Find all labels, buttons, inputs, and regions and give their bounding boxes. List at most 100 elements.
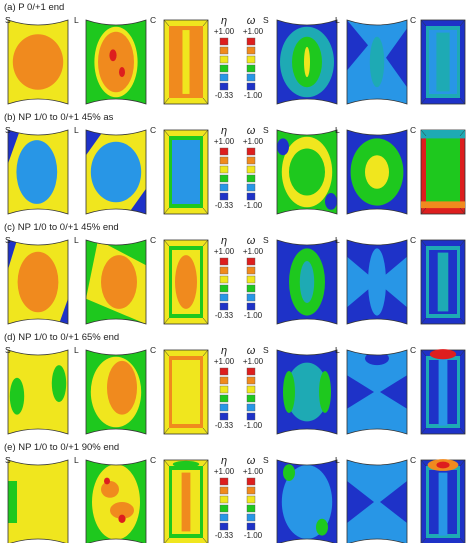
legend-eta-colorbar-c [219,257,229,311]
eta-l-panel-e [85,459,147,543]
row-title-e: (e) NP 1/0 to 0/+1 90% end [4,442,120,453]
omega-c-panel-b [420,129,466,215]
eta-l-panel-c [85,239,147,325]
legend-eta-symbol: η [220,455,228,467]
omega-s-panel-e [276,459,338,543]
view-label-l: L [74,235,79,245]
omega-s-panel-a [276,19,338,105]
view-label-c2: C [410,235,417,245]
legend-omega-max: +1.00 [242,137,264,146]
legend-eta-colorbar-d [219,367,229,421]
eta-l-panel-b [85,129,147,215]
eta-l-panel-a [85,19,147,105]
view-label-c: C [150,455,157,465]
view-label-s2: S [263,455,269,465]
legend-omega-colorbar-b [246,147,256,201]
omega-c-panel-a [420,19,466,105]
legend-omega-max: +1.00 [242,467,264,476]
eta-s-panel-a [7,19,69,105]
view-label-l2: L [335,455,340,465]
legend-omega-min: -1.00 [243,421,263,430]
view-label-s2: S [263,345,269,355]
legend-omega-min: -1.00 [243,531,263,540]
legend-eta-max: +1.00 [213,467,235,476]
view-label-c2: C [410,15,417,25]
view-label-l2: L [335,235,340,245]
legend-omega-colorbar-a [246,37,256,91]
legend-eta-min: -0.33 [214,421,234,430]
view-label-l2: L [335,15,340,25]
legend-eta-min: -0.33 [214,201,234,210]
view-label-l2: L [335,125,340,135]
omega-l-panel-d [346,349,408,435]
legend-eta-symbol: η [220,235,228,247]
legend-omega-colorbar-c [246,257,256,311]
view-label-c: C [150,125,157,135]
legend-omega-symbol: ω [246,235,256,247]
view-label-s: S [5,235,11,245]
eta-c-panel-b [163,129,209,215]
view-label-l: L [74,455,79,465]
omega-l-panel-a [346,19,408,105]
legend-eta-symbol: η [220,125,228,137]
eta-c-panel-c [163,239,209,325]
view-label-s2: S [263,235,269,245]
view-label-l: L [74,125,79,135]
view-label-c2: C [410,345,417,355]
legend-omega-min: -1.00 [243,201,263,210]
legend-eta-min: -0.33 [214,91,234,100]
omega-c-panel-e [420,459,466,543]
legend-eta-max: +1.00 [213,137,235,146]
omega-s-panel-d [276,349,338,435]
view-label-s2: S [263,15,269,25]
legend-eta-symbol: η [220,15,228,27]
legend-omega-symbol: ω [246,125,256,137]
omega-l-panel-b [346,129,408,215]
view-label-c: C [150,345,157,355]
omega-s-panel-b [276,129,338,215]
eta-s-panel-e [7,459,69,543]
row-title-c: (c) NP 1/0 to 0/+1 45% end [4,222,119,233]
view-label-s: S [5,455,11,465]
eta-s-panel-b [7,129,69,215]
row-title-d: (d) NP 1/0 to 0/+1 65% end [4,332,120,343]
omega-s-panel-c [276,239,338,325]
legend-eta-colorbar-a [219,37,229,91]
view-label-s2: S [263,125,269,135]
legend-omega-symbol: ω [246,455,256,467]
legend-omega-min: -1.00 [243,311,263,320]
view-label-c2: C [410,125,417,135]
legend-eta-max: +1.00 [213,357,235,366]
eta-s-panel-c [7,239,69,325]
view-label-c2: C [410,455,417,465]
legend-eta-max: +1.00 [213,247,235,256]
view-label-l: L [74,15,79,25]
row-title-b: (b) NP 1/0 to 0/+1 45% as [4,112,114,123]
eta-c-panel-a [163,19,209,105]
legend-eta-colorbar-b [219,147,229,201]
eta-l-panel-d [85,349,147,435]
legend-omega-colorbar-d [246,367,256,421]
view-label-l: L [74,345,79,355]
legend-omega-max: +1.00 [242,357,264,366]
legend-eta-min: -0.33 [214,531,234,540]
legend-eta-max: +1.00 [213,27,235,36]
legend-omega-colorbar-e [246,477,256,531]
eta-c-panel-e [163,459,209,543]
eta-s-panel-d [7,349,69,435]
view-label-c: C [150,235,157,245]
view-label-l2: L [335,345,340,355]
legend-eta-min: -0.33 [214,311,234,320]
legend-omega-symbol: ω [246,345,256,357]
legend-eta-colorbar-e [219,477,229,531]
view-label-s: S [5,15,11,25]
omega-l-panel-e [346,459,408,543]
omega-c-panel-c [420,239,466,325]
view-label-c: C [150,15,157,25]
view-label-s: S [5,125,11,135]
view-label-s: S [5,345,11,355]
legend-omega-max: +1.00 [242,27,264,36]
omega-l-panel-c [346,239,408,325]
